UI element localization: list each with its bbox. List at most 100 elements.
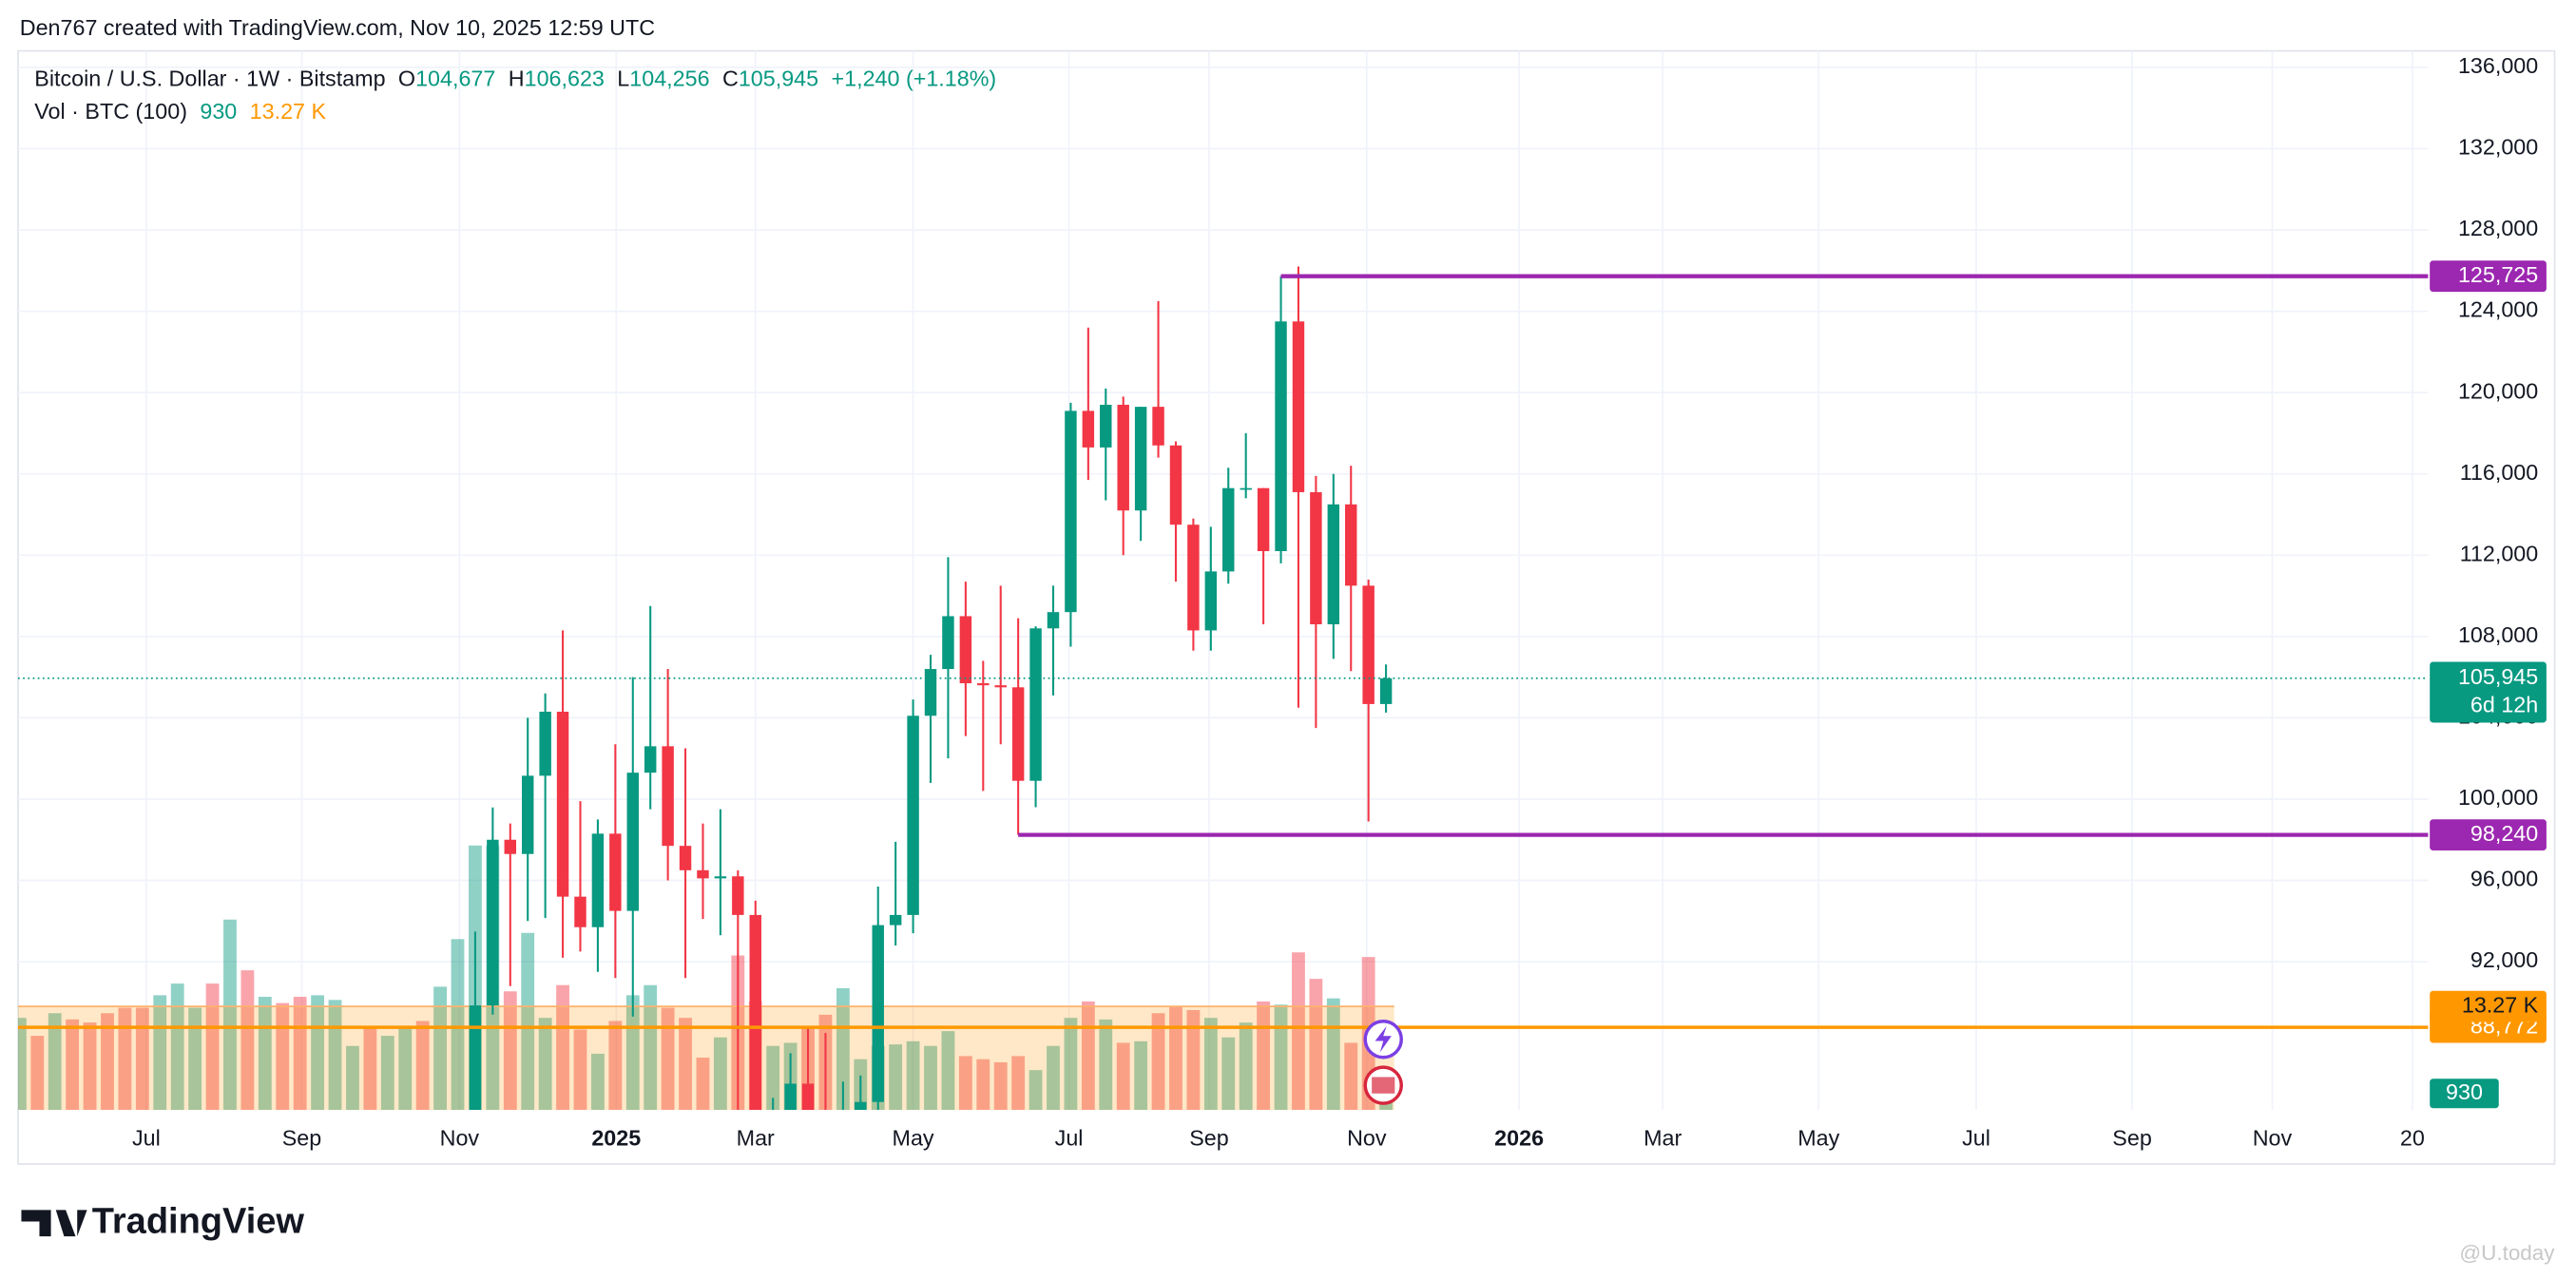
volume-bar: [713, 1037, 727, 1111]
x-tick-label: May: [893, 1125, 934, 1150]
x-tick-label: Sep: [282, 1125, 321, 1150]
brand: TradingView: [21, 1201, 304, 1241]
event-icon-glyph: [1375, 1025, 1392, 1053]
level-label: 98,240: [2470, 821, 2538, 846]
attribution: Den767 created with TradingView.com, Nov…: [20, 15, 655, 40]
close-value: 105,945: [739, 67, 818, 91]
volume-bars: [18, 845, 1394, 1111]
volume-bar: [1116, 1042, 1130, 1111]
volume-bar: [276, 1002, 290, 1111]
volume-title: Vol · BTC (100): [34, 99, 187, 124]
candle-body: [872, 925, 884, 1102]
candle-body: [1345, 504, 1357, 586]
volume-bar: [380, 1036, 394, 1111]
volume-bar: [451, 939, 465, 1111]
change-value: +1,240 (+1.18%): [832, 67, 997, 91]
last-price-label: 105,945: [2458, 664, 2538, 689]
volume-bar: [1028, 1070, 1043, 1111]
candle-body: [1292, 321, 1305, 492]
symbol: Bitcoin / U.S. Dollar · 1W · Bitstamp: [34, 67, 385, 91]
candle-body: [487, 839, 499, 1006]
x-tick-label: Nov: [1347, 1125, 1387, 1150]
candle-body: [1011, 687, 1025, 781]
candle-body: [801, 1083, 815, 1111]
volume-bar: [311, 995, 325, 1111]
x-tick-label: Nov: [2253, 1125, 2293, 1150]
volume-ma-box: [2430, 990, 2547, 1022]
volume-bar: [696, 1058, 710, 1111]
y-tick-label: 112,000: [2460, 541, 2539, 565]
candle-body: [977, 683, 990, 686]
candle-body: [994, 685, 1007, 688]
countdown-label: 6d 12h: [2470, 692, 2538, 716]
volume-bar: [258, 997, 272, 1111]
candle-body: [1117, 404, 1129, 511]
candle-body: [679, 846, 692, 870]
candle-body: [1222, 487, 1235, 572]
candle-body: [1029, 628, 1042, 781]
candle-body: [889, 914, 902, 926]
volume-bar: [976, 1059, 990, 1111]
volume-bar: [679, 1018, 692, 1111]
candle-body: [855, 1101, 867, 1111]
candle-body: [714, 876, 727, 879]
candle-body: [907, 716, 919, 915]
x-tick-label: Sep: [2112, 1125, 2151, 1150]
x-tick-label: May: [1797, 1125, 1839, 1150]
volume-bar: [1047, 1045, 1060, 1111]
candle-body: [1134, 407, 1147, 511]
candle-body: [1187, 525, 1200, 631]
volume-bar: [1274, 1004, 1288, 1111]
y-tick-label: 124,000: [2458, 297, 2538, 322]
volume-bar: [941, 1031, 955, 1111]
volume-bar: [1099, 1019, 1113, 1111]
candle-body: [1065, 410, 1077, 613]
event-icon-glyph: [1372, 1077, 1395, 1094]
candle-body: [539, 711, 551, 776]
low-letter: L: [617, 67, 629, 91]
volume-bar: [153, 995, 167, 1111]
volume-bar: [1064, 1018, 1078, 1111]
candle-body: [732, 876, 744, 915]
volume-last-box: [2430, 1079, 2499, 1109]
plot-area: 92,00096,000100,000104,000108,000112,000…: [18, 50, 2547, 1150]
candle-body: [1100, 404, 1112, 448]
y-tick-label: 96,000: [2470, 867, 2538, 891]
volume-bar: [573, 1029, 587, 1111]
candle-body: [644, 746, 657, 773]
volume-bar: [644, 984, 658, 1111]
level-label: 125,725: [2458, 262, 2538, 287]
volume-bar: [240, 970, 255, 1111]
high-letter: H: [509, 67, 525, 91]
volume-ma-value: 13.27 K: [250, 99, 327, 124]
volume-bar: [188, 1007, 202, 1111]
volume-bar: [591, 1053, 605, 1111]
candle-body: [626, 773, 639, 911]
volume-bar: [958, 1056, 972, 1111]
volume-bar: [1292, 952, 1305, 1111]
x-tick-label: Mar: [737, 1125, 775, 1150]
volume-bar: [293, 997, 307, 1111]
candles: [18, 266, 2429, 1111]
candle-body: [749, 914, 761, 1111]
brand-logo: [21, 1210, 87, 1237]
watermark: @U.today: [2459, 1241, 2555, 1265]
volume-bar: [993, 1061, 1008, 1111]
volume-bar: [556, 984, 569, 1111]
y-tick-label: 100,000: [2458, 785, 2538, 810]
candle-body: [1169, 445, 1182, 525]
y-tick-label: 136,000: [2458, 53, 2538, 78]
candle-body: [1047, 612, 1060, 629]
close-letter: C: [722, 67, 739, 91]
candle-body: [609, 833, 622, 911]
volume-bar: [415, 1021, 430, 1111]
candle-body: [1379, 678, 1393, 704]
volume-bar: [1169, 1005, 1182, 1111]
x-tick-label: Jul: [1962, 1125, 1990, 1150]
candle-body: [942, 616, 954, 670]
candle-body: [1275, 321, 1287, 551]
volume-ma-label: 13.27 K: [2462, 992, 2539, 1017]
x-tick-label: Nov: [440, 1125, 480, 1150]
chart-frame: [17, 49, 2556, 1165]
